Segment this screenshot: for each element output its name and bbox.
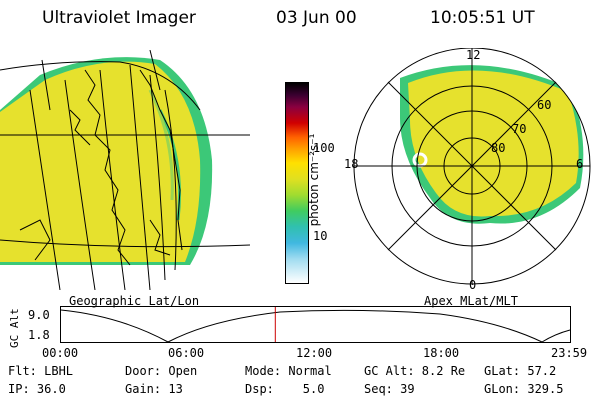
timeline-ytick-low: 1.8	[28, 328, 50, 342]
timeline-xtick-3: 18:00	[423, 346, 460, 360]
orbit-timeline	[60, 306, 571, 343]
info-flt: Flt: LBHL	[8, 364, 74, 378]
colorbar-tick-10: 10	[313, 229, 328, 243]
info-seq: Seq: 39	[364, 382, 415, 396]
geographic-label: Geographic Lat/Lon	[69, 294, 200, 308]
apex-label: Apex MLat/MLT	[424, 294, 518, 308]
geographic-image	[0, 50, 250, 290]
timeline-ytick-high: 9.0	[28, 308, 50, 322]
info-gain: Gain: 13	[125, 382, 183, 396]
colorbar	[285, 82, 309, 284]
timeline-xtick-0: 00:00	[42, 346, 79, 360]
mlt-label-12: 12	[466, 48, 481, 62]
lat-label-70: 70	[512, 122, 527, 136]
timeline-xtick-2: 12:00	[296, 346, 333, 360]
polar-plot	[353, 48, 591, 285]
mlt-label-18: 18	[344, 157, 359, 171]
app-title: Ultraviolet Imager	[42, 8, 196, 28]
info-glat: GLat: 57.2	[484, 364, 557, 378]
info-door: Door: Open	[125, 364, 198, 378]
timeline-xtick-1: 06:00	[168, 346, 205, 360]
colorbar-tick-100: 100	[313, 141, 335, 155]
info-gc-alt: GC Alt: 8.2 Re	[364, 364, 466, 378]
mlt-label-6: 6	[576, 157, 584, 171]
info-glon: GLon: 329.5	[484, 382, 564, 396]
image-time: 10:05:51 UT	[430, 8, 535, 28]
colorbar-unit-label: photon cm⁻²s⁻¹	[307, 133, 321, 227]
timeline-xtick-4: 23:59	[551, 346, 588, 360]
mlt-label-0: 0	[469, 278, 477, 292]
lat-label-60: 60	[537, 98, 552, 112]
image-date: 03 Jun 00	[276, 8, 357, 28]
info-ip: IP: 36.0	[8, 382, 66, 396]
timeline-ylabel: GC Alt	[8, 308, 21, 348]
info-mode: Mode: Normal	[245, 364, 332, 378]
lat-label-80: 80	[491, 141, 506, 155]
info-dsp: Dsp: 5.0	[245, 382, 325, 396]
